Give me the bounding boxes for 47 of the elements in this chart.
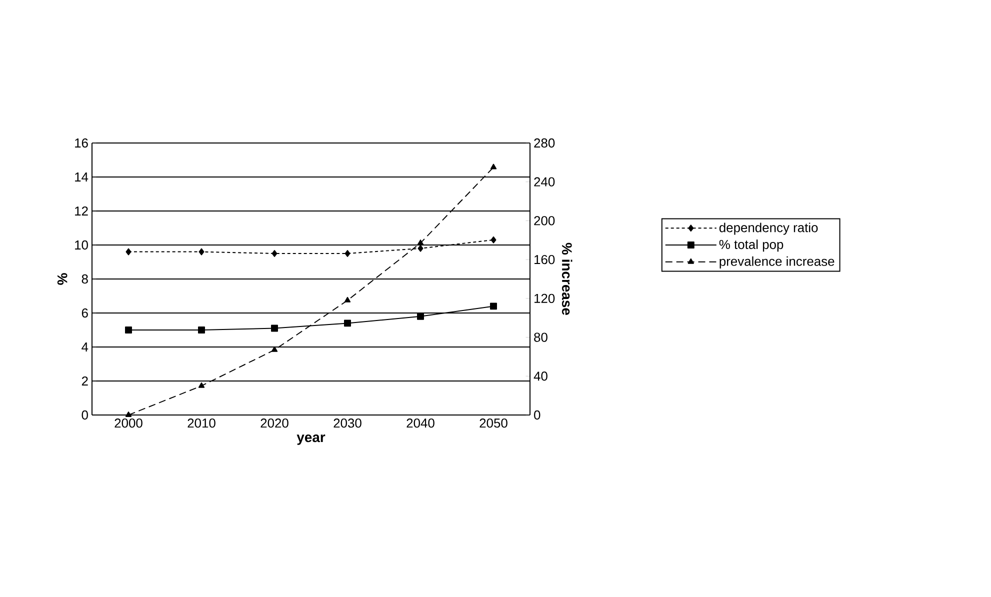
x-tick-label: 2050	[480, 418, 508, 428]
point	[125, 412, 132, 417]
x-tick-label: 2010	[188, 418, 216, 428]
point	[344, 250, 350, 257]
y2-tick-label: 280	[534, 138, 555, 148]
x-tick-label: 2000	[114, 418, 142, 428]
point	[490, 236, 496, 244]
y-tick-label: 0	[82, 410, 88, 420]
y2-axis-title: % increase	[562, 242, 572, 315]
y2-tick-label: 40	[534, 372, 548, 381]
y2-tick-label: 200	[534, 216, 555, 226]
y-tick-label: 12	[75, 206, 88, 216]
y2-tick-label: 80	[534, 332, 548, 342]
y-tick-label: 4	[82, 342, 88, 352]
point	[198, 382, 205, 388]
point	[271, 324, 278, 332]
y-tick-label: 10	[75, 240, 88, 250]
x-tick-label: 2020	[260, 418, 288, 428]
point	[126, 248, 132, 256]
x-tick-label: 2030	[334, 418, 362, 428]
y-tick-label: 2	[82, 376, 88, 386]
point	[490, 164, 497, 170]
point	[344, 296, 351, 302]
point	[417, 312, 424, 320]
y-tick-label: 8	[82, 274, 88, 284]
y-tick-label: 6	[82, 308, 88, 318]
point	[344, 320, 351, 327]
point	[490, 302, 497, 310]
point	[271, 346, 278, 352]
x-axis-title: year	[296, 434, 326, 445]
point	[198, 326, 205, 334]
y2-tick-label: 240	[534, 177, 555, 186]
y2-tick-label: 0	[534, 410, 540, 420]
y-tick-label: 16	[75, 138, 88, 148]
point	[198, 248, 204, 256]
point	[125, 326, 132, 334]
y2-tick-label: 160	[534, 254, 555, 264]
point	[272, 250, 278, 257]
legend-label: dependency ratio	[719, 222, 818, 235]
legend-label: prevalence increase	[720, 256, 834, 268]
point	[418, 244, 424, 252]
legend-label: % total pop	[719, 240, 784, 252]
point	[417, 240, 424, 246]
y2-tick-label: 120	[534, 294, 555, 304]
x-tick-label: 2040	[406, 418, 434, 428]
y-tick-label: 14	[75, 172, 88, 182]
y-axis-title: %	[57, 273, 68, 285]
